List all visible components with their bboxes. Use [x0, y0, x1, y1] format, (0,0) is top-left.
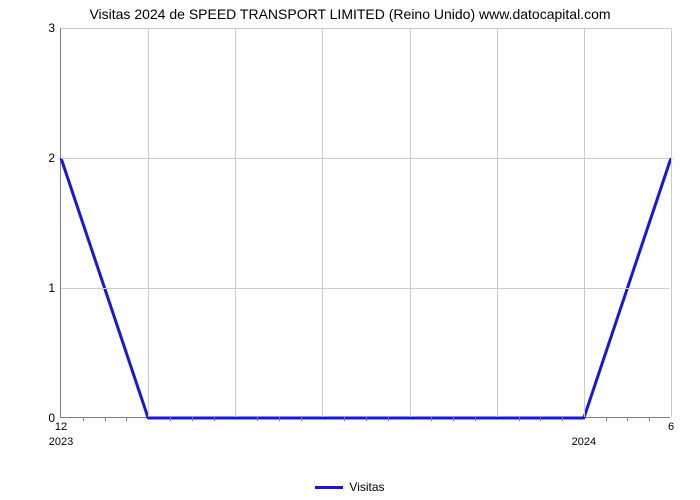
x-minor-tick	[301, 417, 302, 421]
y-tick-label: 1	[48, 281, 61, 295]
x-minor-tick	[519, 417, 520, 421]
x-minor-tick	[366, 417, 367, 421]
legend-label: Visitas	[349, 480, 384, 494]
x-minor-tick	[453, 417, 454, 421]
x-minor-tick	[192, 417, 193, 421]
x-minor-tick	[344, 417, 345, 421]
x-tick-label-left: 12	[55, 417, 67, 433]
gridline-vertical	[235, 28, 236, 417]
x-minor-tick	[649, 417, 650, 421]
legend-swatch	[315, 486, 343, 489]
chart-title: Visitas 2024 de SPEED TRANSPORT LIMITED …	[0, 6, 700, 22]
y-tick-label: 2	[48, 151, 61, 165]
gridline-vertical	[322, 28, 323, 417]
x-minor-tick	[214, 417, 215, 421]
x-minor-tick	[257, 417, 258, 421]
gridline-horizontal	[61, 28, 670, 29]
x-minor-tick	[606, 417, 607, 421]
data-line	[61, 28, 671, 418]
x-minor-tick	[627, 417, 628, 421]
gridline-vertical	[497, 28, 498, 417]
x-minor-tick	[105, 417, 106, 421]
chart-container: Visitas 2024 de SPEED TRANSPORT LIMITED …	[0, 0, 700, 500]
x-minor-tick	[279, 417, 280, 421]
legend: Visitas	[0, 480, 700, 494]
x-minor-tick	[126, 417, 127, 421]
gridline-horizontal	[61, 158, 670, 159]
gridline-vertical	[410, 28, 411, 417]
y-tick-label: 3	[48, 21, 61, 35]
x-tick-label-right: 6	[668, 417, 674, 433]
x-minor-tick	[540, 417, 541, 421]
gridline-vertical	[148, 28, 149, 417]
x-minor-tick	[431, 417, 432, 421]
x-minor-tick	[388, 417, 389, 421]
gridline-vertical	[584, 28, 585, 417]
x-major-label: 2024	[572, 436, 596, 448]
gridline-vertical	[671, 28, 672, 417]
x-minor-tick	[170, 417, 171, 421]
x-minor-tick	[83, 417, 84, 421]
x-minor-tick	[475, 417, 476, 421]
gridline-horizontal	[61, 288, 670, 289]
x-major-label: 2023	[49, 436, 73, 448]
x-minor-tick	[562, 417, 563, 421]
plot-area: 012312620232024	[60, 28, 670, 418]
